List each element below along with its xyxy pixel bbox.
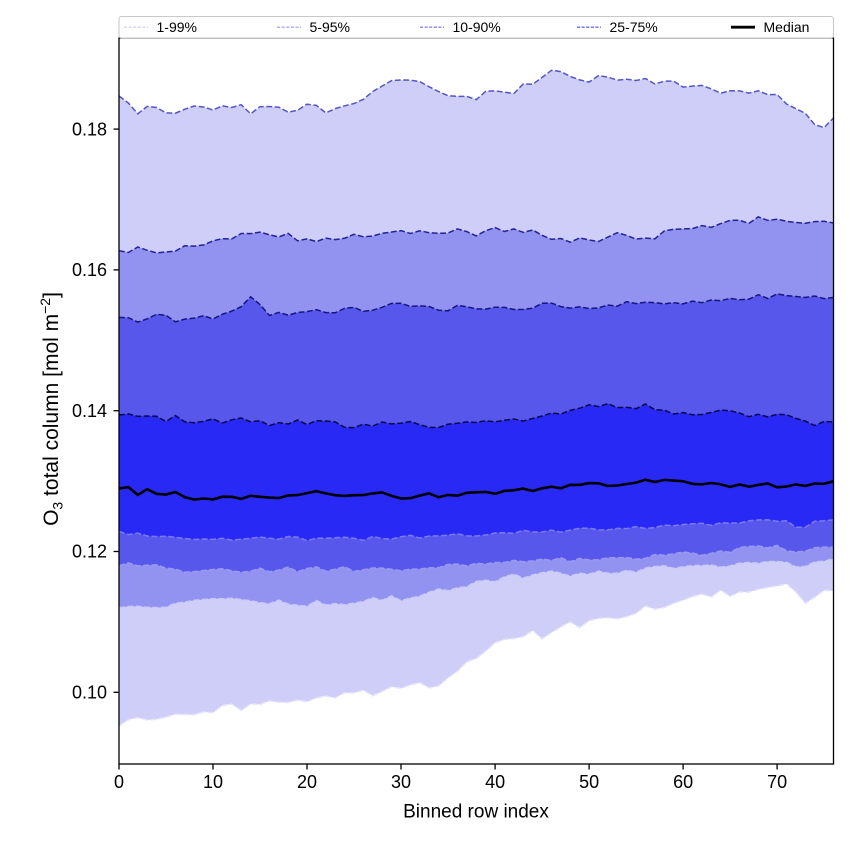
svg-text:10-90%: 10-90% bbox=[453, 19, 501, 35]
svg-text:40: 40 bbox=[485, 772, 505, 792]
svg-text:0: 0 bbox=[114, 772, 124, 792]
svg-text:0.12: 0.12 bbox=[72, 542, 107, 562]
svg-text:25-75%: 25-75% bbox=[610, 19, 658, 35]
svg-text:O3 total column [mol m−2]: O3 total column [mol m−2] bbox=[37, 292, 66, 526]
svg-text:0.18: 0.18 bbox=[72, 119, 107, 139]
svg-text:0.14: 0.14 bbox=[72, 401, 107, 421]
svg-text:10: 10 bbox=[203, 772, 223, 792]
svg-text:1-99%: 1-99% bbox=[157, 19, 197, 35]
svg-text:20: 20 bbox=[297, 772, 317, 792]
svg-text:Binned row index: Binned row index bbox=[403, 802, 549, 823]
svg-text:0.10: 0.10 bbox=[72, 683, 107, 703]
svg-text:0.16: 0.16 bbox=[72, 260, 107, 280]
svg-text:50: 50 bbox=[579, 772, 599, 792]
svg-text:Median: Median bbox=[764, 19, 810, 35]
svg-text:60: 60 bbox=[673, 772, 693, 792]
svg-text:30: 30 bbox=[391, 772, 411, 792]
svg-text:5-95%: 5-95% bbox=[310, 19, 350, 35]
svg-text:70: 70 bbox=[767, 772, 787, 792]
